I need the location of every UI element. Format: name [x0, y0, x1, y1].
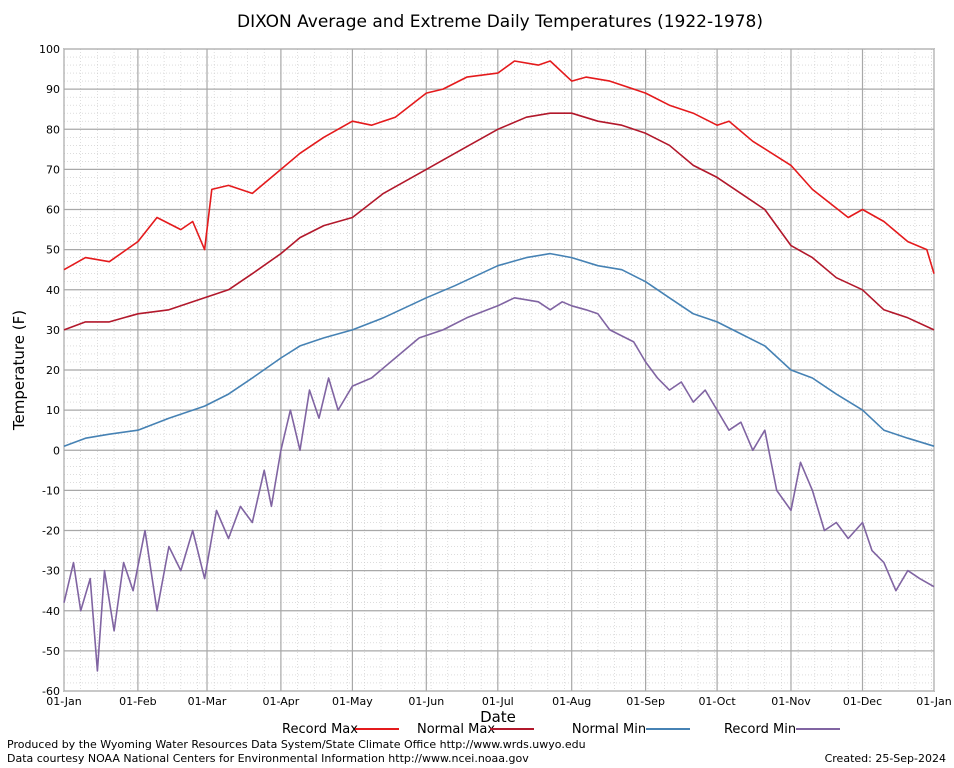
y-tick-label: 60 — [46, 204, 60, 217]
x-tick-label: 01-Jan — [916, 695, 952, 708]
y-tick-label: -10 — [42, 484, 60, 497]
x-tick-label: 01-May — [332, 695, 373, 708]
series-line-record-min — [63, 296, 935, 672]
x-tick-label: 01-Jan — [46, 695, 82, 708]
x-tick-label: 01-Nov — [771, 695, 811, 708]
y-tick-label: -20 — [42, 525, 60, 538]
legend: Record Max Normal Max Normal Min Record Min — [282, 722, 840, 737]
y-tick-label: 100 — [39, 43, 60, 56]
y-tick-label: -50 — [42, 645, 60, 658]
series-line-normal-min — [63, 252, 935, 447]
legend-label-record-min: Record Min — [724, 722, 796, 737]
x-tick-label: 01-Jun — [408, 695, 444, 708]
y-tick-label: 30 — [46, 324, 60, 337]
footer-created-date: Created: 25-Sep-2024 — [824, 752, 946, 765]
footer-credit-line1: Produced by the Wyoming Water Resources … — [7, 738, 586, 751]
x-axis-ticks: 01-Jan 01-Feb 01-Mar 01-Apr 01-May 01-Jun 01-J… — [46, 695, 952, 708]
x-tick-label: 01-Jul — [482, 695, 514, 708]
y-tick-label: -30 — [42, 565, 60, 578]
y-tick-label: 0 — [53, 444, 60, 457]
y-tick-label: 70 — [46, 163, 60, 176]
series-line-record-max — [63, 60, 935, 274]
x-tick-label: 01-Oct — [698, 695, 736, 708]
series-layer — [63, 60, 935, 672]
y-tick-label: -40 — [42, 605, 60, 618]
y-tick-label: 40 — [46, 284, 60, 297]
y-tick-label: 20 — [46, 364, 60, 377]
x-tick-label: 01-Mar — [188, 695, 227, 708]
y-axis-label: Temperature (F) — [10, 310, 28, 431]
x-tick-label: 01-Apr — [263, 695, 300, 708]
y-tick-label: 10 — [46, 404, 60, 417]
y-tick-label: 90 — [46, 83, 60, 96]
x-tick-label: 01-Aug — [552, 695, 591, 708]
legend-label-record-max: Record Max — [282, 722, 358, 737]
y-axis-ticks: -60 -50 -40 -30 -20 -10 0 10 20 30 40 50 60 70 80 90 100 — [39, 43, 60, 698]
x-tick-label: 01-Sep — [626, 695, 665, 708]
y-tick-label: 50 — [46, 244, 60, 257]
x-axis-label: Date — [480, 708, 516, 726]
legend-label-normal-max: Normal Max — [417, 722, 495, 737]
x-tick-label: 01-Dec — [843, 695, 882, 708]
y-tick-label: 80 — [46, 123, 60, 136]
y-tick-label: -60 — [42, 685, 60, 698]
footer-credit-line2: Data courtesy NOAA National Centers for … — [7, 752, 529, 765]
legend-label-normal-min: Normal Min — [572, 722, 646, 737]
x-tick-label: 01-Feb — [119, 695, 156, 708]
chart-title: DIXON Average and Extreme Daily Temperat… — [237, 12, 763, 32]
series-line-normal-max — [63, 112, 935, 331]
